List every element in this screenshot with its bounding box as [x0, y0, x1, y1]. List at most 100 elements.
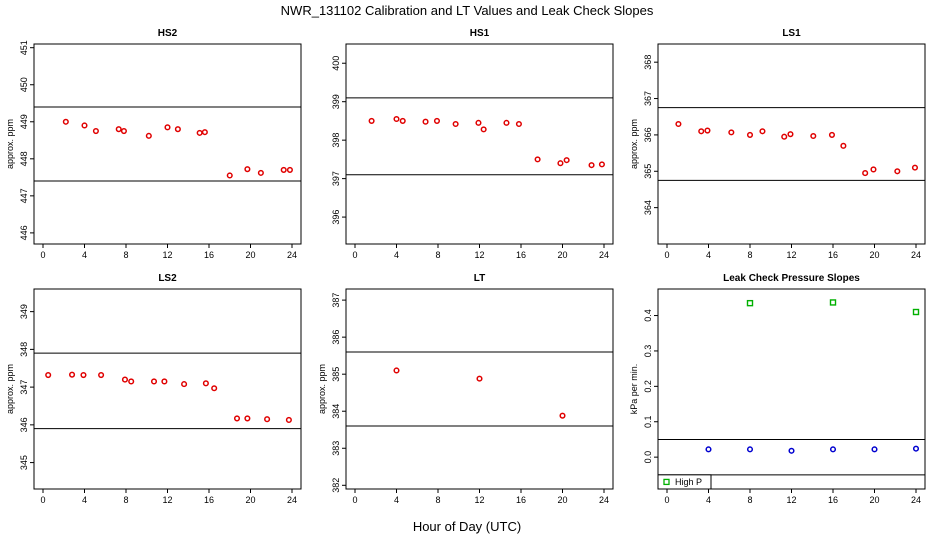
data-point-hs2	[286, 166, 293, 173]
panel-ls2: LS2 approx. ppm 0 4 8 12 16 20 24 345 346 347 348 349	[5, 273, 302, 505]
data-point-ls2	[181, 381, 188, 388]
y-tick-label: 399	[331, 94, 341, 109]
x-tick-label: 20	[557, 250, 567, 260]
y-tick-label: 387	[331, 293, 341, 308]
x-tick-label: 16	[516, 250, 526, 260]
y-tick-label: 349	[19, 304, 29, 319]
data-point-hs1	[480, 126, 487, 133]
data-point-ls1	[728, 129, 735, 136]
y-tick-label: 0.3	[643, 345, 653, 358]
x-tick-label: 8	[435, 250, 440, 260]
y-tick-label: 348	[19, 342, 29, 357]
data-point-ls1	[759, 128, 766, 135]
x-tick-label: 8	[123, 250, 128, 260]
data-point-ls2	[69, 371, 76, 378]
x-tick-label: 24	[599, 495, 609, 505]
panel-leak-check-pressure-slopes: Leak Check Pressure Slopes kPa per min. 0 4…	[629, 273, 926, 505]
x-tick-label: 20	[869, 250, 879, 260]
data-point-ls1	[698, 128, 705, 135]
panel-hs1: HS1 0 4 8 12 16 20 24 396 397 398 399 400	[331, 28, 614, 260]
data-point-hs1	[598, 161, 605, 168]
data-point-lt	[476, 375, 483, 382]
panel-title: Leak Check Pressure Slopes	[723, 273, 860, 284]
data-point-hs1	[503, 119, 510, 126]
data-point-ls1	[862, 170, 869, 177]
data-point-hs1	[393, 115, 400, 123]
data-point-hs1	[475, 119, 482, 126]
x-tick-label: 24	[911, 495, 921, 505]
x-tick-label: 8	[747, 495, 752, 505]
x-tick-label: 24	[287, 495, 297, 505]
plot-frame	[657, 288, 926, 490]
x-tick-label: 24	[287, 250, 297, 260]
data-point-hs2	[120, 127, 127, 135]
panel-title: HS1	[470, 28, 490, 39]
data-point-hs1	[588, 162, 595, 169]
data-point-ls2	[121, 376, 129, 383]
legend-marker	[663, 478, 670, 486]
y-tick-label: 0.4	[643, 309, 653, 322]
y-tick-label: 397	[331, 171, 341, 186]
x-tick-label: 16	[828, 250, 838, 260]
y-tick-label: 449	[19, 114, 29, 129]
data-point-ls1	[911, 164, 919, 171]
x-tick-label: 16	[204, 250, 214, 260]
x-tick-label: 8	[435, 495, 440, 505]
data-point-hs2	[244, 166, 251, 173]
data-point-ls2	[244, 415, 251, 422]
panel-lt: LT approx. ppm 0 4 8 12 16 20 24 382 383 384 385 386 3…	[317, 273, 614, 505]
x-tick-label: 12	[162, 495, 172, 505]
data-point-ls2	[45, 371, 52, 379]
x-tick-label: 0	[40, 250, 45, 260]
x-tick-label: 4	[82, 250, 87, 260]
data-point-lt	[559, 412, 566, 419]
y-tick-label: 396	[331, 210, 341, 225]
data-point-ls2	[150, 378, 158, 385]
x-tick-label: 16	[828, 495, 838, 505]
y-tick-label: 0.0	[643, 451, 653, 464]
x-tick-label: 0	[40, 495, 45, 505]
plot-frame	[33, 43, 302, 245]
y-tick-label: 347	[19, 380, 29, 395]
x-tick-label: 0	[664, 495, 669, 505]
x-tick-label: 12	[162, 250, 172, 260]
panel-title: LS1	[782, 28, 801, 39]
y-tick-label: 447	[19, 188, 29, 203]
x-tick-label: 0	[664, 250, 669, 260]
y-tick-label: 0.1	[643, 415, 653, 428]
y-tick-label: 365	[643, 164, 653, 179]
data-point-ls2	[233, 415, 241, 422]
y-tick-label: 366	[643, 127, 653, 142]
data-point-ls2	[264, 416, 271, 423]
data-point-ls1	[894, 168, 901, 175]
data-point-hs2	[226, 172, 233, 179]
data-point-ls2	[211, 385, 218, 392]
x-tick-label: 20	[245, 495, 255, 505]
panel-title: LS2	[158, 273, 177, 284]
y-tick-label: 386	[331, 330, 341, 345]
y-tick-label: 364	[643, 200, 653, 215]
panel-title: LT	[474, 273, 485, 284]
x-tick-label: 4	[394, 250, 399, 260]
y-tick-label: 384	[331, 404, 341, 419]
data-point-ls2	[161, 378, 168, 385]
legend-label: High P	[675, 477, 702, 487]
data-point-low-p	[705, 446, 712, 453]
legend-box	[657, 474, 712, 490]
plot-frame	[657, 43, 926, 245]
x-tick-label: 4	[82, 495, 87, 505]
x-tick-label: 16	[204, 495, 214, 505]
data-point-ls1	[828, 131, 836, 138]
y-tick-label: 398	[331, 133, 341, 148]
y-tick-label: 368	[643, 55, 653, 70]
y-tick-label: 400	[331, 56, 341, 71]
x-tick-label: 24	[911, 250, 921, 260]
x-tick-label: 12	[786, 250, 796, 260]
x-tick-label: 8	[123, 495, 128, 505]
y-tick-label: 345	[19, 455, 29, 470]
panel-ls1: LS1 approx. ppm 0 4 8 12 16 20 24 364 365 366 367 368	[629, 28, 926, 260]
y-tick-label: 382	[331, 478, 341, 493]
y-tick-label: 346	[19, 417, 29, 432]
data-point-hs2	[280, 166, 287, 173]
